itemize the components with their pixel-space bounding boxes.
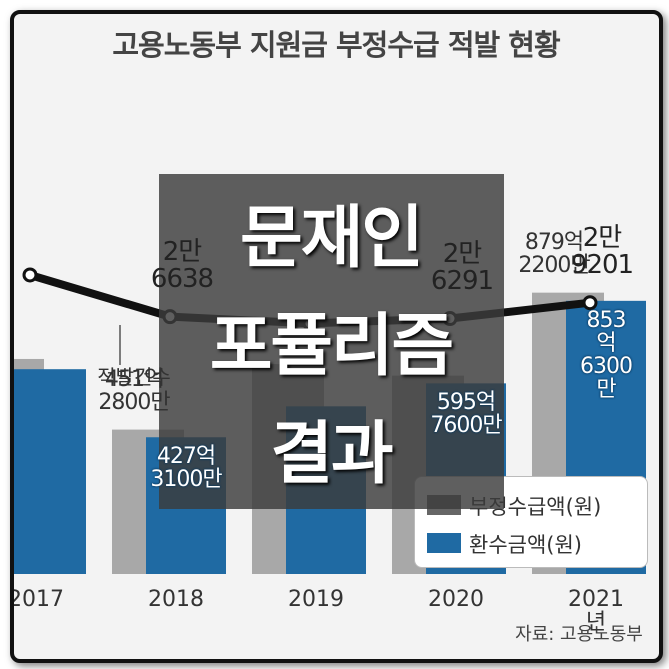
overlay-text: 문재인 <box>240 199 424 278</box>
chart-panel: 고용노동부 지원금 부정수급 적발 현황 부정수급액(원) 환수금액(원) 문재인… <box>10 10 663 663</box>
bar-label: 853억 6300만 <box>580 307 633 403</box>
line-label: 2만 6291 <box>430 238 494 296</box>
x-tick-label: 2020 <box>428 587 484 612</box>
chart-title: 고용노동부 지원금 부정수급 적발 현황 <box>112 28 560 62</box>
overlay-text: 결과 <box>270 415 393 494</box>
line-label: 2만 9201 <box>570 222 634 280</box>
line-label: 2만 6638 <box>150 236 214 294</box>
source: 자료: 고용노동부 <box>515 624 643 645</box>
x-tick-label: 2019 <box>288 587 344 612</box>
bar-label: 595억 7600만 <box>430 390 502 439</box>
line-point <box>22 267 38 283</box>
line-point <box>582 295 598 311</box>
series-annotation: 적발건수 <box>97 364 171 389</box>
bar-label: 879억 2200만 <box>518 229 590 278</box>
legend-label: 환수금액(원) <box>469 533 582 557</box>
x-tick-label: 2017 <box>10 587 64 612</box>
bar <box>14 369 86 574</box>
overlay-text: 포퓰리즘 <box>209 307 454 386</box>
bar-label: 427억 3100만 <box>150 444 222 493</box>
legend-swatch <box>427 533 461 553</box>
x-tick-label: 2021년 <box>568 587 624 636</box>
x-tick-label: 2018 <box>148 587 204 612</box>
bar-label: 451억 2800만 <box>98 366 170 415</box>
